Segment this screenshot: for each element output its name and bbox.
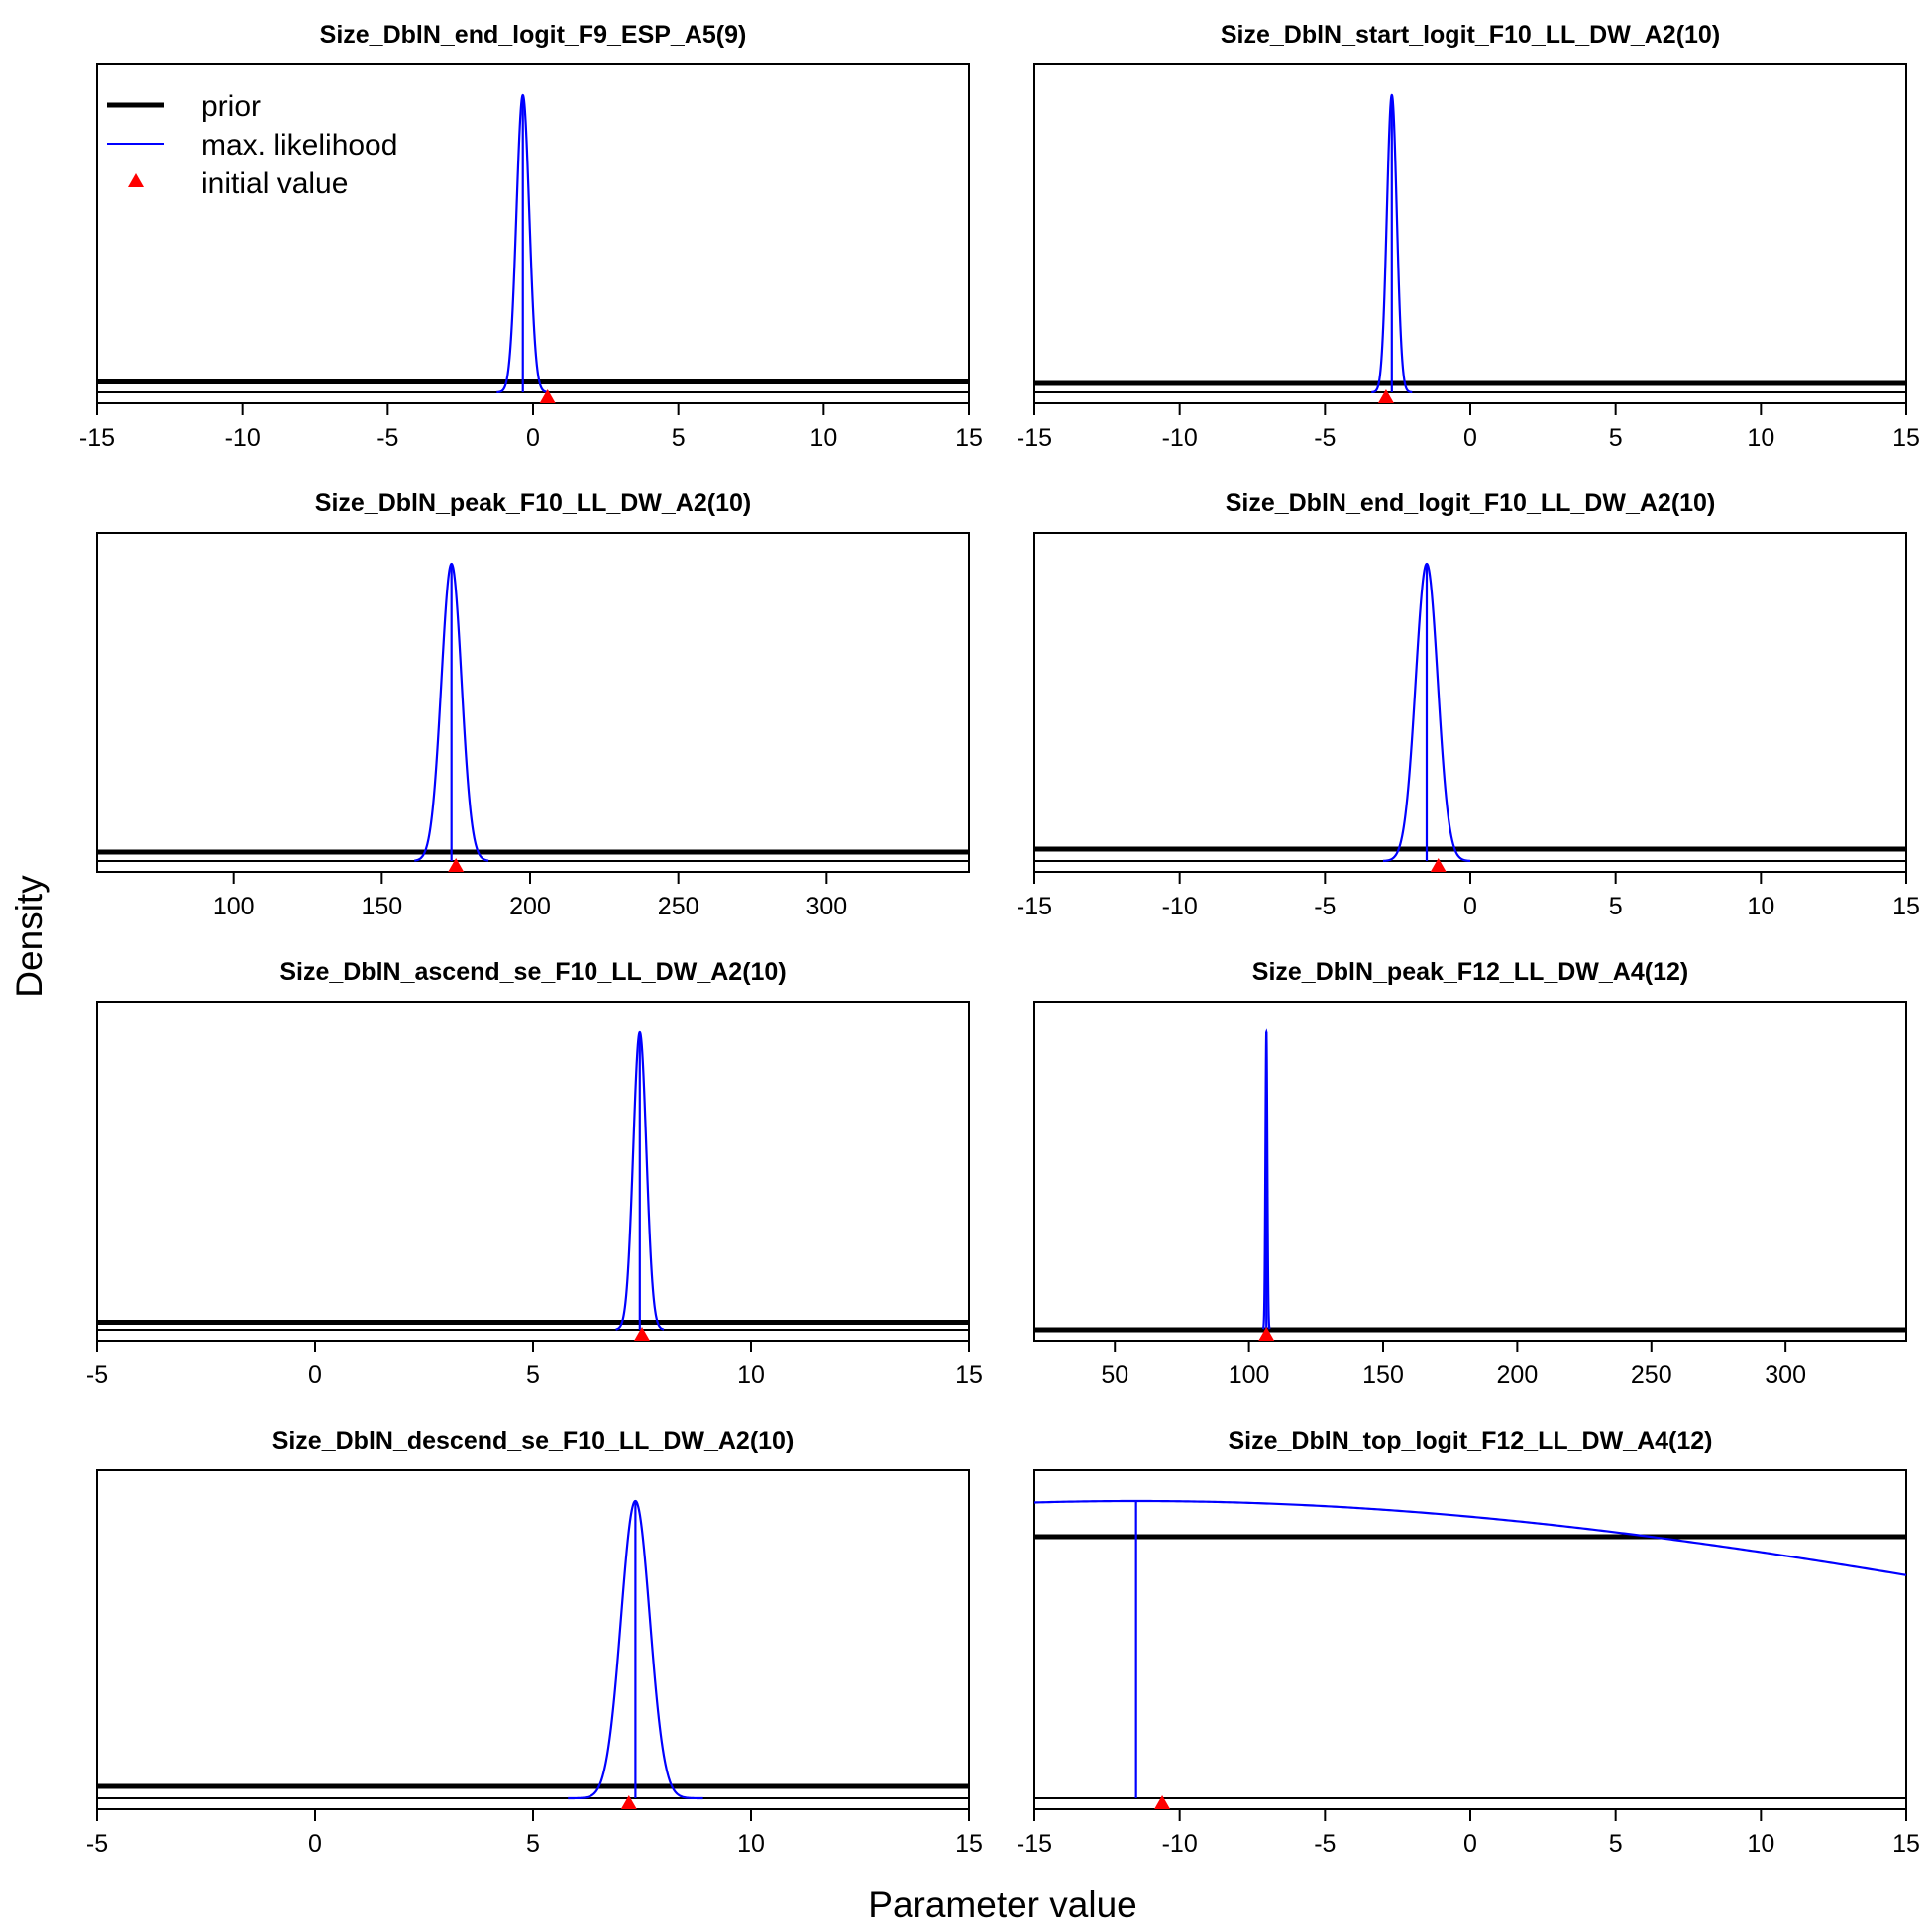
x-tick-label: 50 [1101, 1361, 1128, 1389]
panel-title: Size_DblN_top_logit_F12_LL_DW_A4(12) [1229, 1427, 1713, 1454]
x-tick-label: 5 [526, 1830, 540, 1858]
panel-2: Size_DblN_start_logit_F10_LL_DW_A2(10) -1… [1017, 21, 1920, 452]
panel-title: Size_DblN_descend_se_F10_LL_DW_A2(10) [272, 1427, 795, 1454]
initial-value-marker [448, 858, 465, 872]
x-tick-label: 0 [308, 1361, 322, 1389]
x-tick-label: -5 [86, 1830, 108, 1858]
plot-frame [96, 1469, 970, 1810]
x-tick-label: 0 [1463, 1830, 1477, 1858]
x-tick-label: 5 [1609, 1830, 1623, 1858]
x-tick-label: 5 [1609, 424, 1623, 452]
panel-8: Size_DblN_top_logit_F12_LL_DW_A4(12) -15 -… [1017, 1427, 1920, 1858]
legend: prior max. likelihood initial value [107, 90, 397, 200]
panel-title: Size_DblN_end_logit_F9_ESP_A5(9) [320, 21, 747, 49]
x-tick-label: 200 [509, 893, 551, 920]
initial-value-marker [1377, 389, 1394, 403]
x-tick-label: -15 [1017, 893, 1052, 920]
x-tick-label: -5 [86, 1361, 108, 1389]
initial-value-marker [1154, 1795, 1171, 1809]
initial-value-marker [1430, 858, 1447, 872]
panel-title: Size_DblN_end_logit_F10_LL_DW_A2(10) [1226, 489, 1716, 517]
x-tick-label: -15 [79, 424, 115, 452]
initial-value-marker [634, 1327, 650, 1341]
x-tick-label: -10 [1162, 893, 1198, 920]
x-tick-label: 100 [213, 893, 255, 920]
x-tick-label: -10 [1162, 1830, 1198, 1858]
x-tick-label: -5 [376, 424, 398, 452]
x-tick-label: 10 [1747, 1830, 1774, 1858]
panel-title: Size_DblN_ascend_se_F10_LL_DW_A2(10) [279, 958, 786, 986]
initial-value-marker [1258, 1327, 1275, 1341]
panel-1: Size_DblN_end_logit_F9_ESP_A5(9) -15 -10 -5… [79, 21, 983, 452]
x-tick-label: 15 [955, 424, 983, 452]
panels: Size_DblN_end_logit_F9_ESP_A5(9) -15 -10 -5… [79, 21, 1920, 1858]
x-tick-label: 15 [955, 1361, 983, 1389]
x-tick-label: 15 [955, 1830, 983, 1858]
x-tick-label: 250 [1631, 1361, 1672, 1389]
x-tick-label: -5 [1314, 1830, 1336, 1858]
panel-7: Size_DblN_descend_se_F10_LL_DW_A2(10) -5 0… [86, 1427, 983, 1858]
x-tick-label: 15 [1892, 1830, 1920, 1858]
x-tick-label: 10 [737, 1830, 765, 1858]
x-tick-label: 150 [1362, 1361, 1404, 1389]
x-tick-label: 300 [805, 893, 847, 920]
x-tick-label: -10 [225, 424, 261, 452]
x-tick-label: 10 [737, 1361, 765, 1389]
x-tick-label: 0 [1463, 424, 1477, 452]
plot-frame [96, 1001, 970, 1342]
panel-6: Size_DblN_peak_F12_LL_DW_A4(12) 50 100 150 2… [1033, 958, 1907, 1389]
x-tick-label: 15 [1892, 893, 1920, 920]
x-tick-label: 300 [1765, 1361, 1806, 1389]
y-axis-title: Density [9, 875, 50, 998]
panel-title: Size_DblN_peak_F12_LL_DW_A4(12) [1252, 958, 1688, 986]
x-tick-label: 5 [526, 1361, 540, 1389]
legend-label: initial value [201, 167, 348, 200]
x-tick-label: 0 [1463, 893, 1477, 920]
initial-value-marker [620, 1795, 637, 1809]
x-tick-label: -15 [1017, 424, 1052, 452]
x-tick-label: -5 [1314, 424, 1336, 452]
plot-frame [96, 532, 970, 873]
x-tick-label: 5 [672, 424, 686, 452]
x-tick-label: 100 [1229, 1361, 1270, 1389]
x-tick-label: 15 [1892, 424, 1920, 452]
panel-5: Size_DblN_ascend_se_F10_LL_DW_A2(10) -5 0 5… [86, 958, 983, 1389]
x-tick-label: 5 [1609, 893, 1623, 920]
x-tick-label: 0 [308, 1830, 322, 1858]
legend-label: max. likelihood [201, 129, 397, 161]
mle-curve [1033, 1499, 1907, 1576]
x-tick-label: 10 [809, 424, 837, 452]
x-tick-label: -10 [1162, 424, 1198, 452]
x-tick-label: 0 [526, 424, 540, 452]
legend-initial-swatch [128, 173, 144, 187]
plot-frame [1033, 532, 1907, 873]
panel-title: Size_DblN_start_logit_F10_LL_DW_A2(10) [1221, 21, 1720, 49]
panel-3: Size_DblN_peak_F10_LL_DW_A2(10) 100 150 200… [96, 489, 970, 920]
panel-4: Size_DblN_end_logit_F10_LL_DW_A2(10) -15 -… [1017, 489, 1920, 920]
plot-frame [1033, 63, 1907, 404]
x-axis-title: Parameter value [868, 1884, 1136, 1925]
x-tick-label: 250 [658, 893, 699, 920]
panel-title: Size_DblN_peak_F10_LL_DW_A2(10) [315, 489, 751, 517]
x-tick-label: -5 [1314, 893, 1336, 920]
initial-value-marker [539, 389, 556, 403]
plot-frame [1033, 1469, 1907, 1810]
legend-label: prior [201, 90, 261, 123]
x-tick-label: -15 [1017, 1830, 1052, 1858]
x-tick-label: 150 [361, 893, 402, 920]
x-tick-label: 200 [1497, 1361, 1539, 1389]
x-tick-label: 10 [1747, 893, 1774, 920]
plot-frame [1033, 1001, 1907, 1342]
x-tick-label: 10 [1747, 424, 1774, 452]
